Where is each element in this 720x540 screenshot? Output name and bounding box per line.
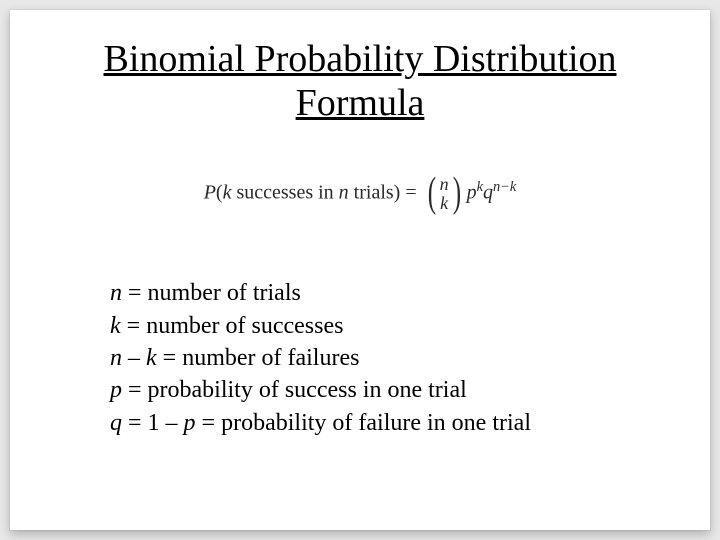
def-var-k: k xyxy=(110,313,121,339)
def-text-p: = probability of success in one trial xyxy=(122,377,467,403)
formula-q-base: q xyxy=(483,182,493,204)
def-var-p: p xyxy=(110,377,122,403)
def-var-n: n xyxy=(110,280,122,306)
formula-text-successes: successes in xyxy=(231,182,338,204)
def-text-n: = number of trials xyxy=(122,280,301,306)
definition-line-q: q = 1 – p = probability of failure in on… xyxy=(110,407,662,439)
formula-p-base: p xyxy=(467,182,477,204)
binom-bottom: k xyxy=(440,194,448,213)
definition-line-n: n = number of trials xyxy=(110,277,662,309)
formula-q-exp: n−k xyxy=(493,179,516,195)
binom-left-paren: ( xyxy=(427,175,435,213)
def-text-nk: = number of failures xyxy=(157,345,360,371)
def-text-k: = number of successes xyxy=(121,313,344,339)
definition-line-nk: n – k = number of failures xyxy=(110,342,662,374)
binomial-formula: P(k successes in n trials) = (nk)pkqn−k xyxy=(58,175,662,213)
def-mid-q: = 1 – xyxy=(122,410,184,436)
formula-n: n xyxy=(339,182,349,204)
definitions-block: n = number of trials k = number of succe… xyxy=(58,277,662,439)
def-var-nk-n: n xyxy=(110,345,122,371)
def-var-q: q xyxy=(110,410,122,436)
definition-line-p: p = probability of success in one trial xyxy=(110,374,662,406)
def-var-nk-k: k xyxy=(146,345,157,371)
def-mid-nk: – xyxy=(122,345,146,371)
formula-P: P xyxy=(204,182,216,204)
formula-open-paren: ( xyxy=(216,182,223,204)
slide-title: Binomial Probability Distribution Formul… xyxy=(58,38,662,125)
binomial-coefficient: ( nk) xyxy=(425,175,464,213)
slide: Binomial Probability Distribution Formul… xyxy=(10,10,710,530)
definition-line-k: k = number of successes xyxy=(110,310,662,342)
binom-top: n xyxy=(440,175,449,194)
def-var-q-p: p xyxy=(184,410,196,436)
binom-right-paren: ) xyxy=(452,175,460,213)
formula-equals: = xyxy=(400,182,421,204)
formula-text-trials: trials xyxy=(349,182,394,204)
def-text-q: = probability of failure in one trial xyxy=(196,410,531,436)
